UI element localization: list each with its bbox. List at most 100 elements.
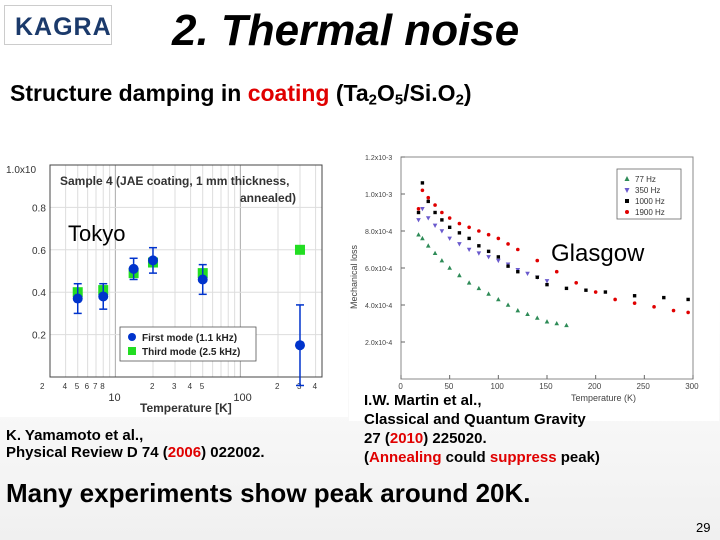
left-y-tick: 0.2 [32,331,46,342]
77-hz-point [496,296,501,302]
right-y-tick: 1.2x10-3 [365,155,392,162]
right-x-tick: 150 [539,382,553,391]
1000-hz-point [486,249,491,254]
left-x-minor-tick: 6 [85,382,90,391]
formula-part: ) [463,80,472,106]
first-mode-point [147,255,158,266]
left-x-minor-tick: 2 [150,382,155,391]
350-hz-point [476,251,482,256]
legend-first-mode-marker [128,333,136,341]
77-hz-point [416,232,421,237]
1000-hz-point [564,286,569,291]
77-hz-point [425,243,431,248]
1000-hz-point [506,264,510,268]
77-hz-point [515,308,521,313]
legend-first-mode: First mode (1.1 kHz) [142,333,237,344]
77-hz-point [525,311,530,317]
1900-hz-point [426,195,431,200]
note-part: peak) [556,449,600,466]
1000-hz-point [440,218,444,222]
formula-sub: 5 [394,91,404,109]
1000-hz-point [433,210,437,215]
left-y-tick: 0.4 [32,288,46,299]
1000-hz-point [416,210,421,215]
right-y-tick: 6.0x10-4 [365,266,392,273]
right-x-ticks: 0 50 100 150 200 250 300 [398,375,699,391]
right-x-tick: 200 [588,382,602,391]
77-hz-point [476,285,482,291]
77-hz-point [486,291,491,296]
right-y-ticks: 2.0x10-4 4.0x10-4 6.0x10-4 8.0x10-4 1.0x10-3… [365,155,405,347]
tokyo-label: Tokyo [68,221,125,246]
left-y-tick: 0.6 [32,246,46,257]
left-x-label: Temperature [K] [140,401,232,415]
legend-77-hz: 77 Hz [635,175,656,184]
1000-hz-point [420,181,425,185]
ref-right-pages: ) 225020. [423,430,487,447]
1000-hz-point [535,275,539,279]
1000-hz-point [662,295,666,300]
left-x-minor-tick: 4 [313,382,318,391]
left-x-minor-tick: 7 [93,382,98,391]
1900-hz-point [420,188,425,193]
left-marks [72,244,305,387]
1000-hz-point [447,225,452,229]
legend-1900-hz-marker [625,210,629,214]
left-x-minor-tick: 2 [275,382,280,391]
left-legend-box [119,326,257,362]
note-annealing: Annealing [369,449,442,466]
right-x-tick: 250 [637,382,651,391]
right-x-tick: 50 [444,382,453,391]
ref-right-journal: Classical and Quantum Gravity [364,411,586,428]
1900-hz-point [416,207,421,211]
left-x-major-tick: 100 [233,392,251,404]
1900-hz-point [652,305,656,309]
1900-hz-point [457,221,462,226]
1000-hz-point [584,288,588,292]
1900-hz-point [613,297,617,302]
1900-hz-point [486,232,491,237]
1000-hz-point [496,255,501,259]
legend-350-hz-marker [624,188,630,193]
glasgow-chart: Mechanical loss 2.0x10-4 4.0x10-4 6.0x10-4… [349,149,719,421]
glasgow-chart-svg: Mechanical loss 2.0x10-4 4.0x10-4 6.0x10-4… [349,155,699,403]
77-hz-point [466,280,472,285]
reference-martin: I.W. Martin et al., Classical and Quantu… [364,391,600,467]
77-hz-point [505,302,511,307]
note-suppress: suppress [489,449,557,466]
reference-yamamoto: K. Yamamoto et al., Physical Review D 74… [6,427,265,461]
1000-hz-point [477,244,481,248]
left-x-minor-tick: 3 [172,382,177,391]
ref-right-vol: 27 ( [364,430,390,447]
350-hz-point [447,236,452,241]
1900-hz-point [632,301,637,305]
formula-part: O [376,80,395,106]
350-hz-point [457,242,462,247]
right-legend: 77 Hz 350 Hz 1000 Hz 1900 Hz [624,175,665,217]
right-x-label: Temperature (K) [571,393,636,403]
right-x-tick: 0 [398,382,403,391]
logo-text: KAGRA [15,13,112,41]
1900-hz-point [686,310,690,315]
conclusion-text: Many experiments show peak around 20K. [6,478,531,508]
legend-third-mode-marker [128,347,136,355]
ref-left-line2: Physical Review D 74 (2006) 022002. [6,444,265,461]
left-x-minor-tick: 5 [75,382,80,391]
right-y-label: Mechanical loss [349,244,359,309]
350-hz-point [420,207,425,212]
ref-left-year: 2006 [167,444,202,461]
1900-hz-point [593,290,598,294]
first-mode-point [197,274,208,285]
77-hz-point [554,321,560,326]
1000-hz-point [632,294,637,298]
left-x-ticks: 2 4 5 6 7 8 2 3 4 5 2 3 410 100 [40,382,318,404]
77-hz-point [420,235,425,241]
1000-hz-point [426,199,430,204]
77-hz-point [564,322,569,328]
350-hz-point [466,247,472,252]
350-hz-point [432,223,438,228]
left-y-exponent: 1.0x10 [6,165,36,176]
77-hz-point [457,272,462,278]
right-y-tick: 8.0x10-4 [365,229,392,236]
ref-right-author: I.W. Martin et al., [364,392,482,409]
